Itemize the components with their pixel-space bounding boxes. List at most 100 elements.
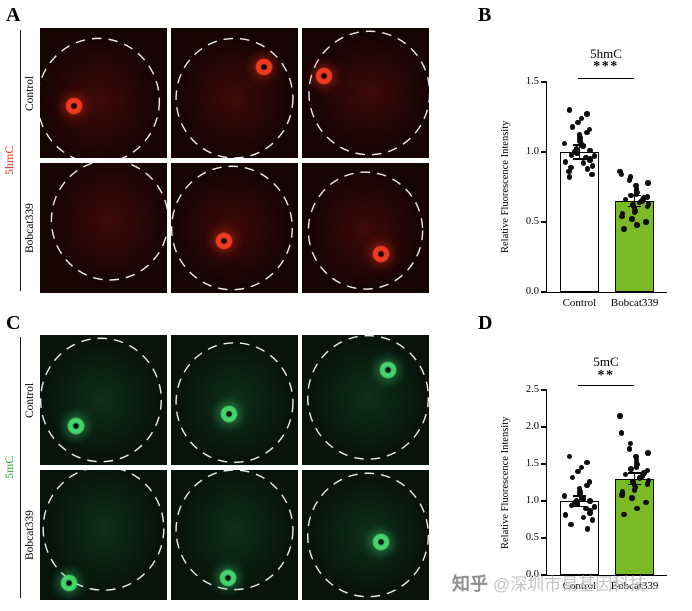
data-point bbox=[584, 166, 591, 172]
y-tick-mark bbox=[541, 537, 547, 539]
error-bar bbox=[633, 195, 636, 207]
stained-spot bbox=[254, 58, 273, 76]
y-tick-mark bbox=[541, 463, 547, 465]
data-point bbox=[618, 430, 625, 436]
oocyte-dashed-outline bbox=[50, 163, 167, 281]
data-point bbox=[577, 490, 583, 497]
data-point bbox=[580, 496, 586, 502]
row-label-control: Control bbox=[24, 75, 36, 111]
data-point bbox=[578, 115, 585, 122]
data-point bbox=[619, 210, 626, 217]
data-point bbox=[586, 126, 593, 133]
stained-spot bbox=[215, 232, 234, 250]
data-point bbox=[641, 195, 647, 201]
data-point bbox=[561, 493, 568, 499]
panel-label-a: A bbox=[6, 4, 21, 26]
data-point bbox=[644, 194, 651, 200]
micrograph-5mc-bobcat339-1 bbox=[40, 470, 167, 600]
data-point bbox=[568, 152, 575, 158]
micrograph-5mc-bobcat339-3 bbox=[302, 470, 429, 600]
data-point bbox=[630, 479, 636, 485]
data-point bbox=[626, 177, 633, 183]
data-point bbox=[574, 501, 580, 507]
panel-d-chart: 5mC ** Relative Fluorescence Intensity 0… bbox=[486, 328, 692, 603]
stained-spot bbox=[65, 97, 84, 115]
data-point bbox=[591, 153, 598, 159]
oocyte-dashed-outline bbox=[42, 470, 165, 591]
data-point bbox=[633, 456, 640, 463]
oocyte-dashed-outline bbox=[307, 472, 429, 598]
data-point bbox=[580, 143, 586, 150]
data-point bbox=[628, 466, 634, 472]
data-point bbox=[626, 446, 633, 452]
data-point bbox=[589, 517, 596, 523]
data-point bbox=[628, 192, 634, 199]
micrograph-5hmc-bobcat339-3 bbox=[302, 163, 429, 293]
data-point bbox=[561, 140, 568, 147]
error-bar-cap bbox=[572, 505, 586, 507]
y-tick-label: 1.5 bbox=[525, 457, 539, 469]
data-point bbox=[630, 202, 636, 208]
data-point bbox=[566, 453, 573, 460]
data-point bbox=[577, 135, 583, 141]
data-point bbox=[591, 504, 598, 510]
data-point bbox=[589, 171, 595, 178]
significance-line bbox=[578, 385, 634, 387]
data-point bbox=[645, 180, 651, 186]
watermark: 知乎 @深圳市易基因科技 bbox=[452, 570, 688, 596]
data-point bbox=[568, 502, 575, 509]
oocyte-dashed-outline bbox=[307, 171, 424, 290]
row-label-control: Control bbox=[24, 382, 36, 418]
data-point bbox=[589, 163, 596, 169]
data-point bbox=[622, 471, 629, 478]
stain-label-5hmc: 5hmC bbox=[2, 145, 16, 176]
oocyte-dashed-outline bbox=[308, 30, 429, 156]
x-category-label: Control bbox=[562, 297, 597, 309]
data-point bbox=[634, 222, 640, 228]
data-point bbox=[573, 146, 580, 152]
data-point bbox=[622, 196, 629, 203]
error-bar-cap bbox=[572, 158, 586, 160]
data-point bbox=[580, 514, 587, 521]
y-tick-mark bbox=[541, 291, 547, 293]
data-point bbox=[621, 226, 627, 232]
data-point bbox=[619, 213, 625, 220]
data-point bbox=[587, 157, 593, 164]
data-point bbox=[645, 201, 652, 207]
error-bar bbox=[578, 495, 581, 507]
data-point bbox=[639, 473, 645, 480]
data-point bbox=[580, 160, 587, 166]
plot-area: 0.0 0.5 1.0 1.5 Control Bobcat339 bbox=[526, 76, 667, 309]
x-category-label: Bobcat339 bbox=[610, 580, 659, 592]
data-point bbox=[575, 468, 581, 475]
micrograph-5hmc-control-1 bbox=[40, 28, 167, 158]
chart-title: 5mC bbox=[593, 354, 619, 369]
divider-line bbox=[20, 30, 21, 291]
data-point bbox=[568, 164, 574, 171]
error-bar-cap bbox=[628, 472, 642, 474]
data-point bbox=[587, 147, 593, 154]
data-point bbox=[584, 129, 590, 136]
significance-line bbox=[578, 78, 634, 80]
data-point bbox=[644, 467, 651, 474]
data-point bbox=[644, 203, 651, 210]
oocyte-dashed-outline bbox=[40, 337, 162, 463]
stained-spot bbox=[219, 568, 238, 587]
divider-line bbox=[20, 337, 21, 598]
data-point bbox=[584, 526, 591, 532]
y-axis-label: Relative Fluorescence Intensity bbox=[500, 120, 511, 254]
data-point bbox=[631, 487, 638, 493]
y-tick-label: 0.5 bbox=[525, 215, 539, 227]
data-point bbox=[631, 205, 638, 211]
data-point bbox=[643, 219, 649, 225]
data-point bbox=[641, 470, 647, 476]
watermark-brand: 知乎 bbox=[452, 574, 488, 594]
data-point bbox=[617, 413, 623, 419]
plot-area: 0.0 0.5 1.0 1.5 2.0 2.5 Control Bobcat339 bbox=[526, 384, 667, 592]
data-point bbox=[617, 168, 623, 175]
data-point bbox=[574, 150, 580, 157]
row-label-bobcat339: Bobcat339 bbox=[24, 510, 36, 560]
error-bar-cap bbox=[572, 144, 586, 146]
oocyte-dashed-outline bbox=[307, 335, 429, 460]
error-bar bbox=[633, 472, 636, 485]
